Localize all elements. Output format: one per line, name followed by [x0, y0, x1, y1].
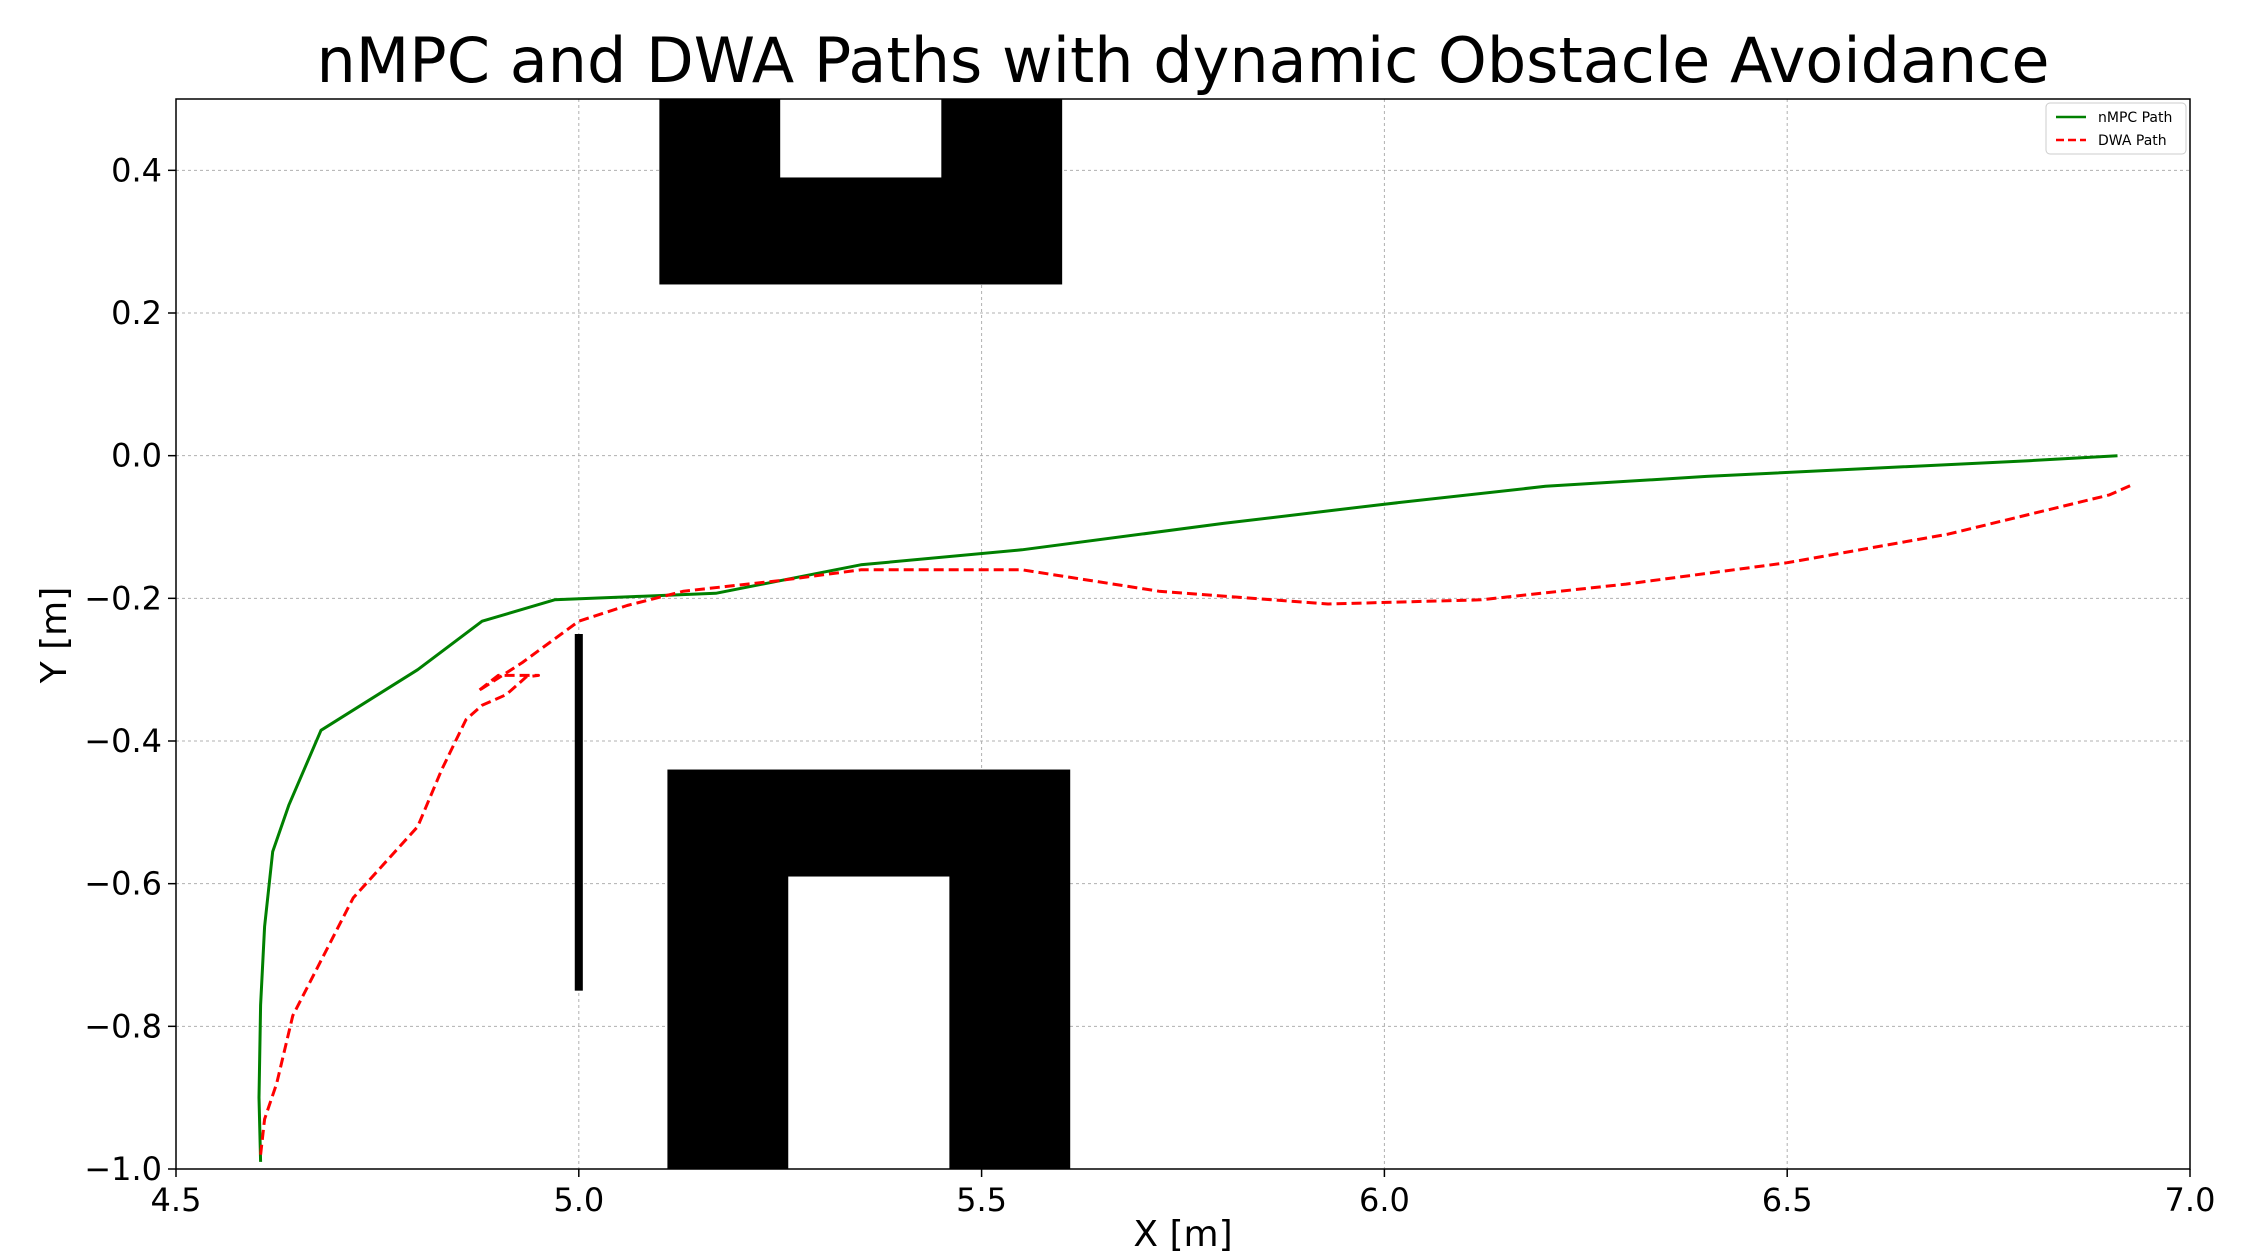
x-tick-label: 6.5: [1762, 1181, 1813, 1219]
y-tick-label: 0.4: [111, 151, 162, 189]
x-tick-label: 7.0: [2165, 1181, 2216, 1219]
y-tick-label: −0.6: [84, 865, 162, 903]
legend: nMPC Path DWA Path: [2045, 102, 2187, 155]
x-axis-label: X [m]: [1133, 1214, 1232, 1253]
y-tick-label: −0.8: [84, 1007, 162, 1045]
y-tick-label: 0.2: [111, 294, 162, 332]
chart-title: nMPC and DWA Paths with dynamic Obstacle…: [317, 24, 2050, 97]
series-line-dwa: [259, 482, 2135, 1155]
series-line-nmpc: [257, 454, 2118, 1162]
x-tick-label: 5.0: [553, 1181, 604, 1219]
x-ticks: 4.5 5.0 5.5 6.0 6.5 7.0: [151, 1169, 2216, 1219]
y-ticks: −1.0 −0.8 −0.6 −0.4 −0.2 0.0 0.2 0.4: [84, 151, 176, 1188]
y-tick-label: −0.2: [84, 579, 162, 617]
y-tick-label: −0.4: [84, 722, 162, 760]
y-axis-label: Y [m]: [34, 587, 75, 685]
axes: [175, 98, 2191, 1170]
obstacle-gap: [788, 876, 950, 1169]
legend-label-dwa: DWA Path: [2098, 133, 2167, 149]
x-tick-label: 4.5: [151, 1181, 202, 1219]
obstacle-gap: [780, 99, 942, 178]
y-tick-label: −1.0: [84, 1150, 162, 1188]
plot-frame: [175, 98, 2191, 1170]
obstacles: [574, 99, 1071, 1169]
legend-label-nmpc: nMPC Path: [2098, 110, 2172, 126]
obstacle-block: [574, 634, 583, 991]
series-lines: [257, 454, 2135, 1162]
y-tick-label: 0.0: [111, 437, 162, 475]
x-tick-label: 6.0: [1359, 1181, 1410, 1219]
x-tick-label: 5.5: [956, 1181, 1007, 1219]
